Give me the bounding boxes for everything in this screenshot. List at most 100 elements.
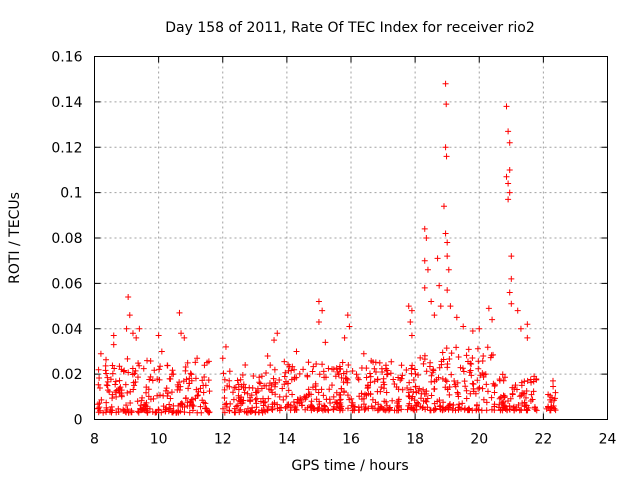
data-point — [113, 393, 120, 400]
data-point — [438, 358, 445, 365]
data-point — [237, 376, 244, 383]
data-point — [143, 389, 150, 396]
data-point — [95, 381, 102, 388]
data-point — [234, 377, 241, 384]
data-point — [305, 359, 312, 366]
data-point — [271, 366, 278, 373]
data-point — [389, 397, 396, 404]
data-point — [281, 358, 288, 365]
data-point — [442, 230, 449, 237]
data-point — [96, 384, 103, 391]
data-point — [345, 361, 352, 368]
data-point — [460, 368, 467, 375]
data-point — [239, 372, 246, 378]
data-point — [189, 396, 196, 403]
data-point — [550, 383, 557, 390]
data-point — [283, 393, 290, 400]
data-point — [285, 361, 292, 368]
data-point — [146, 376, 153, 383]
data-point — [264, 407, 271, 414]
data-point — [112, 378, 119, 385]
data-point — [241, 389, 248, 396]
data-point — [420, 398, 427, 405]
data-point — [120, 406, 127, 413]
data-point — [193, 386, 200, 393]
data-point — [325, 407, 332, 414]
x-tick-label: 24 — [599, 432, 617, 448]
data-point — [372, 399, 379, 406]
data-point — [244, 390, 251, 397]
data-point — [461, 378, 468, 385]
data-point — [479, 358, 486, 365]
y-tick-label: 0.1 — [60, 186, 82, 202]
data-point — [104, 382, 111, 389]
data-point — [136, 325, 143, 332]
data-point — [336, 391, 343, 398]
data-point — [109, 407, 116, 414]
data-point — [332, 399, 339, 406]
x-tick-label: 12 — [214, 432, 232, 448]
data-point — [253, 395, 260, 402]
data-point — [285, 367, 292, 374]
data-point — [129, 371, 136, 378]
data-point — [455, 353, 462, 360]
data-point — [124, 389, 131, 396]
data-point — [131, 382, 138, 389]
data-point — [452, 407, 459, 414]
data-point — [408, 332, 415, 339]
data-point — [116, 363, 123, 370]
y-tick-label: 0.04 — [51, 322, 82, 338]
data-point — [374, 376, 381, 383]
data-point — [282, 369, 289, 376]
data-point — [444, 287, 451, 294]
data-point — [110, 332, 117, 339]
data-point — [316, 398, 323, 405]
data-point — [454, 389, 461, 396]
data-point — [109, 362, 116, 369]
data-point — [376, 359, 383, 366]
data-point — [506, 289, 513, 296]
y-tick-label: 0 — [74, 413, 83, 429]
y-axis-title: ROTI / TECUs — [7, 192, 23, 284]
x-tick-labels: 8 10 12 14 16 18 20 22 24 — [90, 432, 616, 448]
data-point — [94, 401, 101, 408]
data-point — [423, 235, 430, 241]
data-point — [125, 369, 132, 376]
data-point — [204, 408, 211, 415]
data-point — [433, 376, 440, 383]
data-point — [132, 367, 139, 374]
data-point — [186, 375, 193, 382]
data-point — [336, 363, 343, 370]
data-point — [341, 334, 348, 341]
data-point — [406, 379, 413, 386]
data-point — [184, 402, 191, 409]
data-point — [330, 366, 337, 373]
data-point — [415, 400, 422, 407]
data-point — [221, 394, 228, 401]
data-point — [476, 384, 483, 391]
data-point — [156, 366, 163, 373]
data-point — [417, 354, 424, 361]
data-point — [529, 396, 536, 403]
data-point — [97, 350, 104, 357]
data-point — [200, 389, 207, 396]
data-point — [326, 396, 333, 403]
data-point — [145, 386, 152, 393]
data-point — [226, 377, 233, 384]
data-point — [162, 406, 169, 413]
data-point — [527, 376, 534, 383]
data-point — [424, 266, 431, 273]
data-point — [262, 398, 269, 405]
data-point — [276, 393, 283, 400]
data-point — [276, 377, 283, 384]
data-point — [204, 359, 211, 366]
data-point — [499, 399, 506, 406]
data-point — [345, 405, 352, 412]
data-point — [420, 386, 427, 393]
data-point — [468, 360, 475, 367]
data-point — [423, 368, 430, 375]
data-point — [285, 380, 292, 387]
data-point — [280, 396, 287, 403]
data-point — [149, 377, 156, 384]
data-point — [186, 380, 193, 387]
